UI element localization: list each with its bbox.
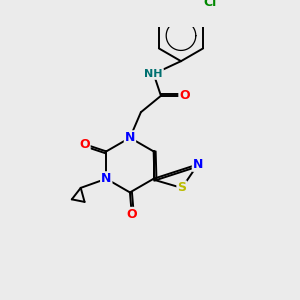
Text: O: O	[79, 138, 90, 151]
Text: N: N	[193, 158, 203, 171]
Text: O: O	[127, 208, 137, 221]
Text: S: S	[177, 182, 186, 194]
Text: NH: NH	[144, 69, 163, 79]
Text: O: O	[179, 89, 190, 102]
Text: N: N	[125, 131, 135, 144]
Text: N: N	[101, 172, 111, 185]
Text: Cl: Cl	[204, 0, 217, 9]
